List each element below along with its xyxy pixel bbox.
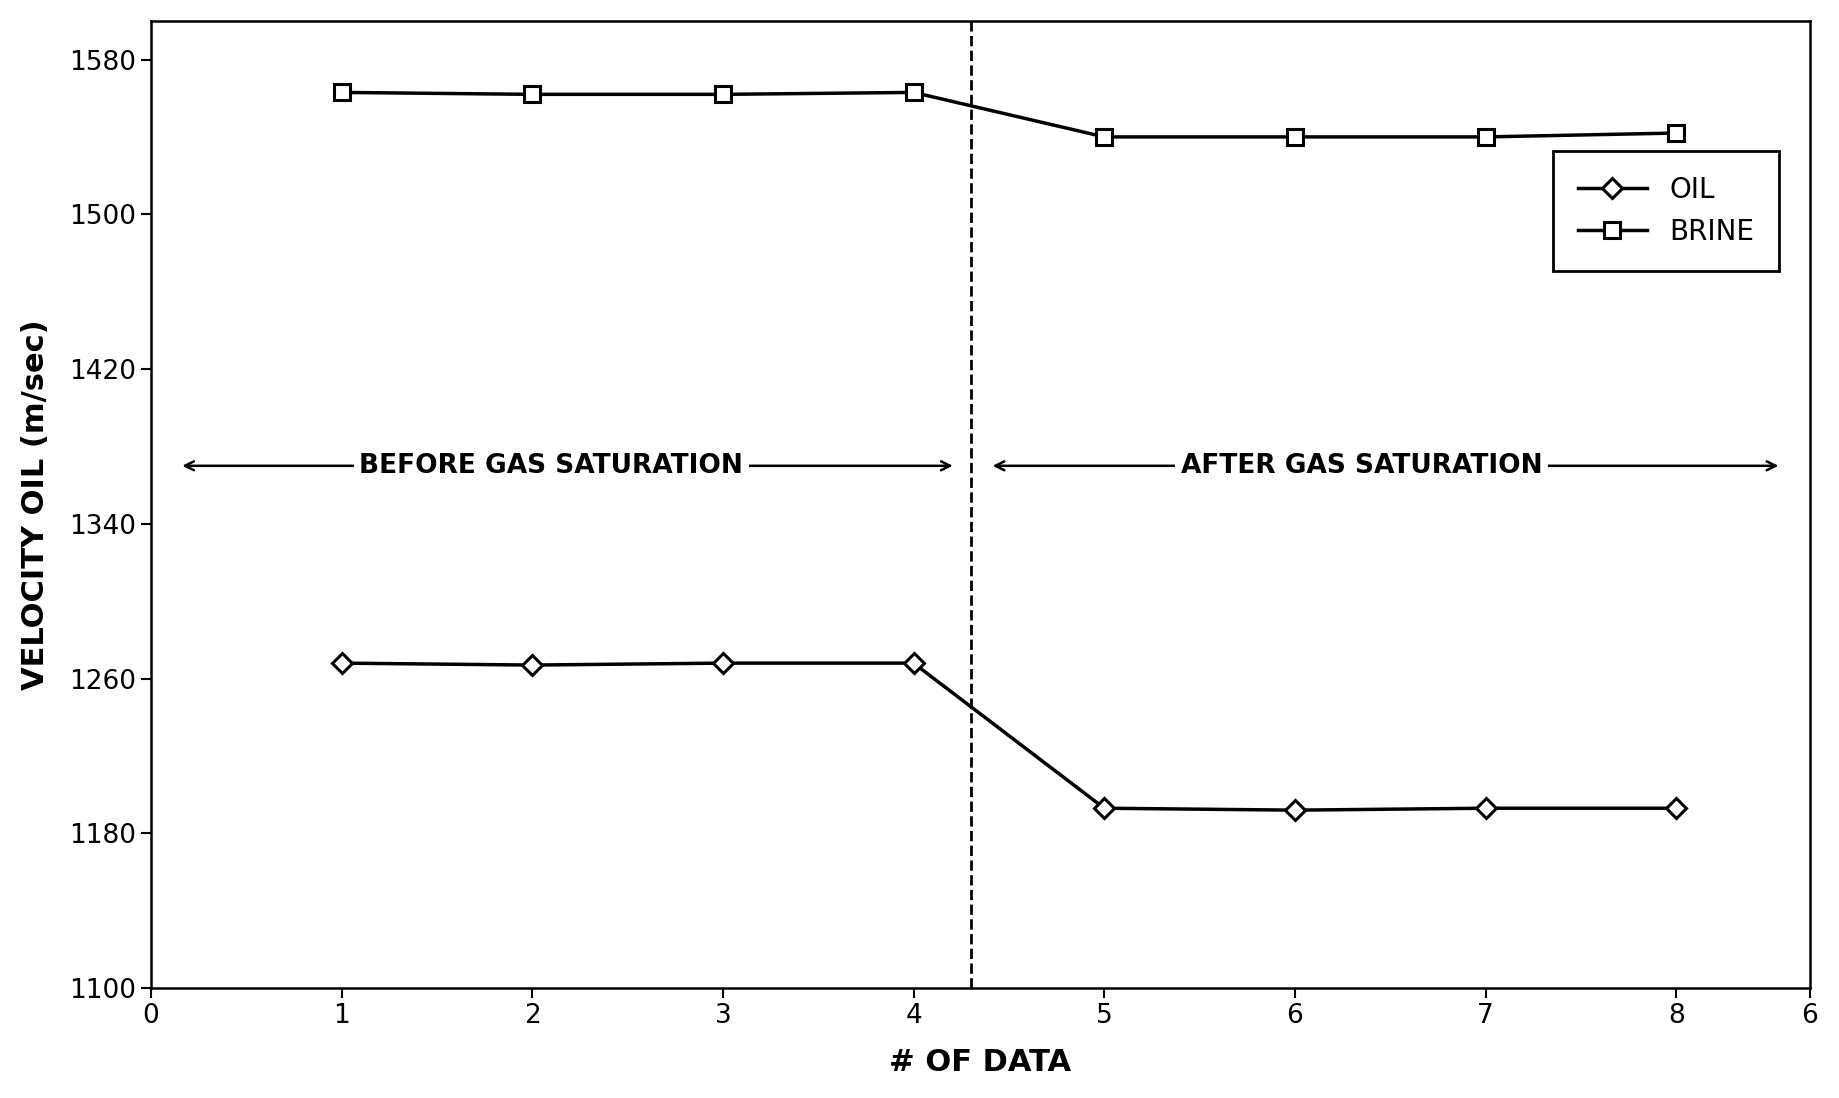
BRINE — [1284, 131, 1306, 144]
Text: AFTER GAS SATURATION: AFTER GAS SATURATION — [1181, 452, 1543, 479]
Legend: OIL, BRINE: OIL, BRINE — [1552, 150, 1780, 271]
Text: BEFORE GAS SATURATION: BEFORE GAS SATURATION — [359, 452, 743, 479]
BRINE — [903, 86, 925, 99]
BRINE — [1475, 131, 1497, 144]
Line: OIL: OIL — [335, 657, 1683, 817]
OIL — [1092, 802, 1114, 815]
OIL — [331, 657, 353, 670]
BRINE — [712, 88, 734, 101]
BRINE — [331, 86, 353, 99]
OIL — [1284, 804, 1306, 817]
OIL — [903, 657, 925, 670]
OIL — [1666, 802, 1688, 815]
Line: BRINE: BRINE — [335, 85, 1685, 145]
Y-axis label: VELOCITY OIL (m/sec): VELOCITY OIL (m/sec) — [20, 320, 50, 690]
BRINE — [1092, 131, 1114, 144]
BRINE — [520, 88, 543, 101]
OIL — [520, 659, 543, 672]
BRINE — [1666, 126, 1688, 139]
X-axis label: # OF DATA: # OF DATA — [890, 1049, 1072, 1077]
OIL — [712, 657, 734, 670]
OIL — [1475, 802, 1497, 815]
